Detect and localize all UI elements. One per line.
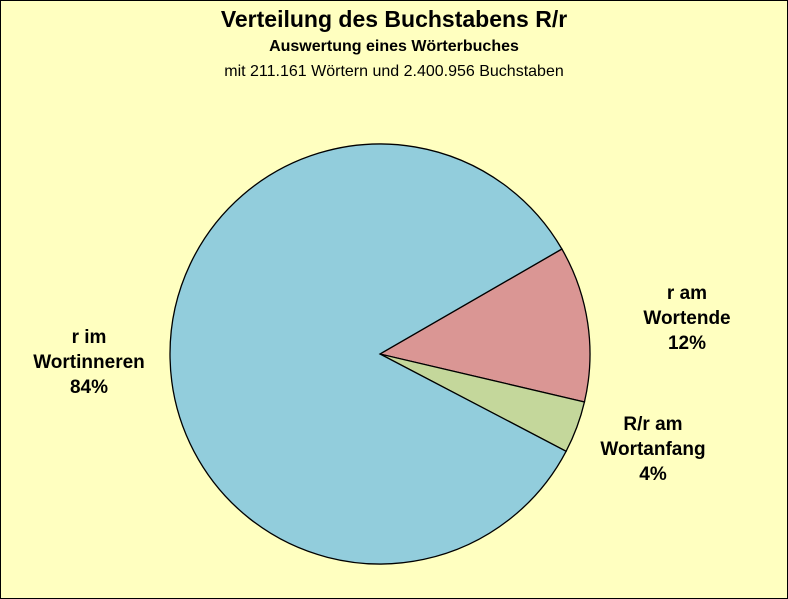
slice-label-0: r am Wortende 12%: [643, 283, 730, 354]
chart-title: Verteilung des Buchstabens R/r: [220, 6, 568, 32]
chart-subtitle-details: mit 211.161 Wörtern und 2.400.956 Buchst…: [224, 63, 564, 80]
slice-label-2: r im Wortinneren 84%: [33, 327, 145, 398]
pie-slice-2: [169, 143, 567, 565]
slice-label-line: 84%: [70, 377, 108, 398]
slice-label-line: Wortinneren: [33, 352, 145, 373]
slice-label-line: 12%: [668, 333, 706, 354]
chart-subtitle: Auswertung eines Wörterbuches: [269, 38, 519, 55]
pie-slice-0: [378, 248, 591, 403]
slice-label-line: Wortende: [643, 308, 730, 329]
slice-label-line: 4%: [639, 464, 667, 485]
slice-label-line: r im: [72, 327, 107, 348]
slice-label-line: r am: [667, 283, 707, 304]
slice-label-1: R/r am Wortanfang 4%: [600, 414, 705, 485]
slice-label-line: R/r am: [623, 414, 682, 435]
slice-label-line: Wortanfang: [600, 439, 705, 460]
